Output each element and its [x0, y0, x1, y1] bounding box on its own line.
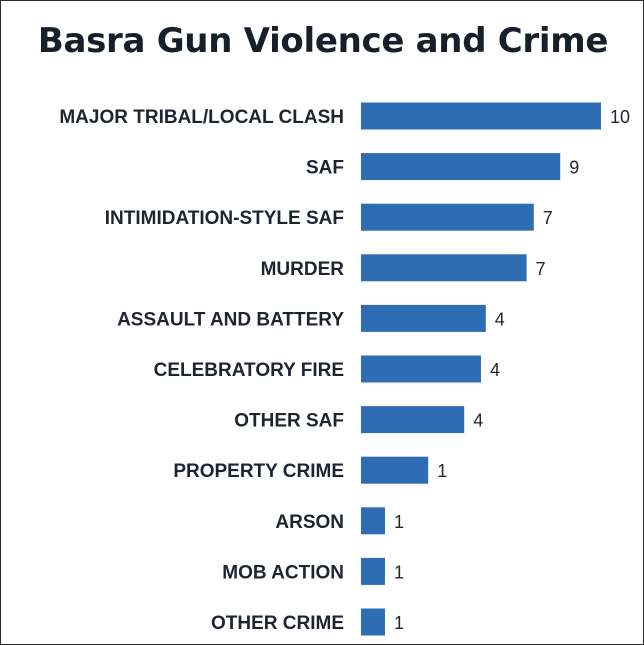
value-label: 9	[569, 158, 579, 178]
bar	[361, 557, 385, 585]
category-label: PROPERTY CRIME	[173, 461, 344, 482]
category-label: MURDER	[261, 259, 345, 280]
bar	[361, 608, 385, 636]
value-label: 1	[394, 512, 404, 532]
value-label: 1	[394, 562, 404, 582]
value-label: 10	[610, 107, 630, 127]
category-label: MAJOR TRIBAL/LOCAL CLASH	[59, 107, 344, 128]
bar	[361, 507, 385, 535]
value-label: 7	[543, 208, 553, 228]
value-label: 1	[437, 461, 447, 481]
category-label: SAF	[306, 158, 344, 179]
bar	[361, 304, 486, 332]
bar	[361, 456, 429, 484]
category-label: INTIMIDATION-STYLE SAF	[105, 208, 344, 229]
bar	[361, 102, 601, 130]
bar	[361, 153, 561, 181]
category-label: ASSAULT AND BATTERY	[117, 309, 344, 330]
category-label: ARSON	[275, 512, 344, 533]
bar	[361, 254, 527, 282]
value-label: 4	[490, 360, 500, 380]
category-label: CELEBRATORY FIRE	[154, 360, 344, 381]
value-label: 1	[394, 613, 404, 633]
category-label: OTHER CRIME	[211, 613, 344, 634]
bar	[361, 203, 534, 231]
category-label: MOB ACTION	[222, 562, 344, 583]
value-label: 7	[536, 259, 546, 279]
value-label: 4	[473, 411, 483, 431]
category-label: OTHER SAF	[234, 411, 344, 432]
bar	[361, 355, 481, 383]
bar	[361, 406, 465, 434]
chart-title: Basra Gun Violence and Crime	[37, 21, 609, 61]
value-label: 4	[495, 309, 505, 329]
